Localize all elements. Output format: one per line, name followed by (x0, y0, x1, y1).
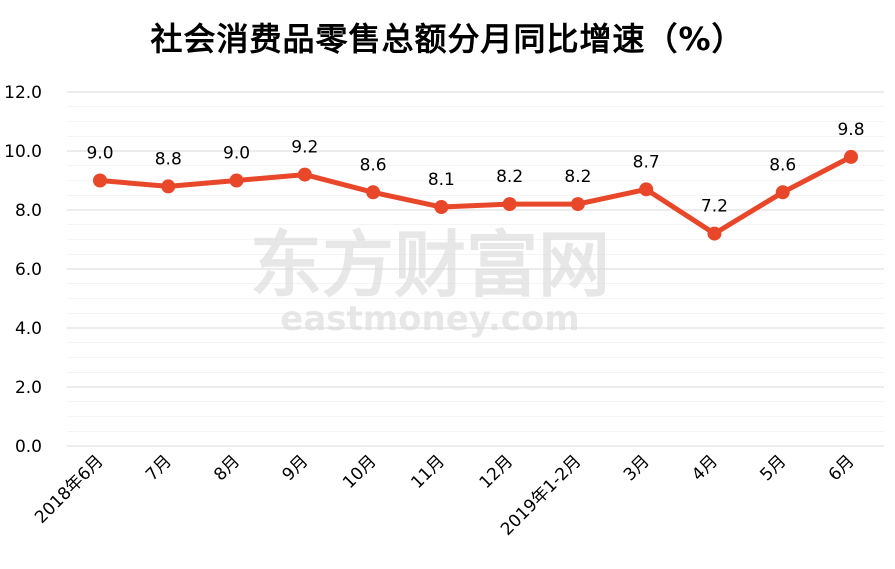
data-label: 8.6 (360, 155, 387, 175)
data-label: 8.2 (564, 167, 591, 187)
data-point (366, 185, 381, 200)
data-point (297, 167, 312, 182)
data-label: 9.8 (837, 120, 864, 140)
y-tick-label: 0.0 (15, 437, 42, 457)
grid (67, 91, 884, 447)
chart-title: 社会消费品零售总额分月同比增速（%） (150, 20, 745, 58)
watermark: 东方财富网 eastmoney.com (250, 223, 610, 339)
y-axis: 0.0 2.0 4.0 6.0 8.0 10.0 12.0 (4, 83, 42, 457)
data-point (93, 173, 107, 188)
data-label: 8.2 (496, 167, 523, 187)
y-tick-label: 12.0 (4, 83, 42, 103)
data-point (229, 173, 244, 188)
y-tick-label: 6.0 (15, 260, 42, 280)
x-tick-label: 6月 (825, 451, 859, 485)
data-labels: 9.0 8.8 9.0 9.2 8.6 8.1 8.2 8.2 8.7 7.2 8.6 9.8 (86, 120, 864, 217)
x-tick-label: 2018年6月 (31, 451, 107, 527)
data-point (502, 197, 517, 212)
x-tick-label: 3月 (620, 451, 654, 485)
x-tick-label: 5月 (756, 451, 790, 485)
y-tick-label: 2.0 (15, 378, 42, 398)
series-line (93, 149, 858, 241)
data-point (434, 200, 449, 215)
data-label: 9.2 (291, 138, 318, 158)
data-point (844, 149, 858, 164)
y-tick-label: 4.0 (15, 319, 42, 339)
x-tick-label: 12月 (476, 451, 517, 492)
data-point (570, 197, 585, 212)
y-tick-label: 10.0 (4, 142, 42, 162)
data-point (639, 182, 654, 197)
data-point (707, 226, 722, 241)
data-label: 8.7 (633, 152, 660, 172)
data-label: 9.0 (86, 144, 113, 164)
watermark-en: eastmoney.com (280, 299, 579, 339)
data-label: 7.2 (701, 197, 728, 217)
data-label: 8.1 (428, 170, 455, 190)
data-label: 8.6 (769, 155, 796, 175)
series-line-path (97, 154, 854, 237)
data-point (775, 185, 790, 200)
x-tick-label: 7月 (142, 451, 176, 485)
x-tick-label: 10月 (339, 451, 380, 492)
x-tick-label: 9月 (279, 451, 313, 485)
data-label: 9.0 (223, 144, 250, 164)
y-tick-label: 8.0 (15, 201, 42, 221)
x-tick-label: 11月 (407, 451, 448, 492)
data-point (161, 179, 176, 194)
data-label: 8.8 (155, 149, 182, 169)
x-tick-label: 4月 (688, 451, 722, 485)
x-tick-label: 8月 (210, 451, 244, 485)
watermark-cn: 东方财富网 (250, 223, 610, 307)
